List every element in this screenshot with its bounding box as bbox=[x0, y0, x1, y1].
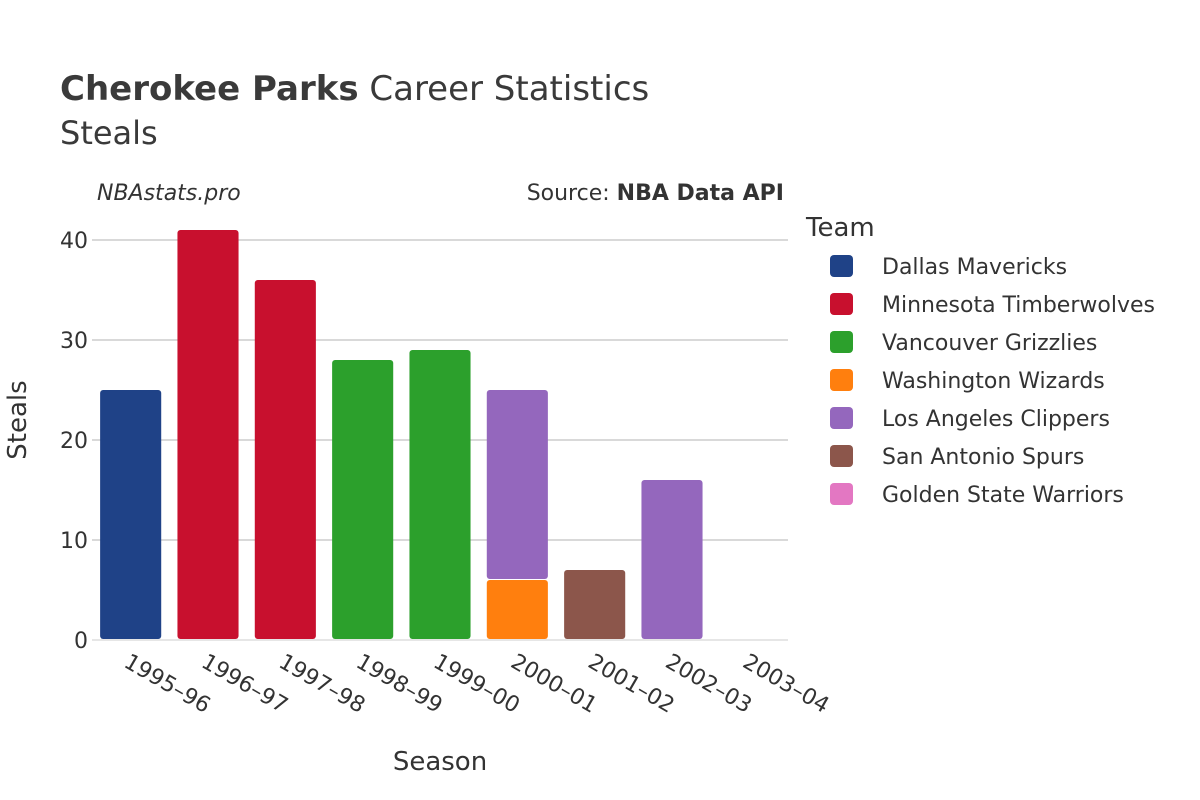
y-axis-ticks: 0 10 20 30 40 bbox=[60, 229, 88, 654]
y-tick-label: 40 bbox=[60, 229, 88, 254]
x-tick-label: 2002–03 bbox=[661, 650, 756, 719]
x-tick-label: 1997–98 bbox=[274, 650, 369, 719]
watermark-text: NBAstats.pro bbox=[97, 181, 241, 206]
x-tick-label: 2000–01 bbox=[506, 650, 601, 719]
x-tick-label: 1999–00 bbox=[429, 650, 524, 719]
legend-label[interactable]: Minnesota Timberwolves bbox=[882, 293, 1155, 318]
bar-los-angeles-clippers[interactable] bbox=[641, 480, 703, 639]
x-tick-label: 1998–99 bbox=[352, 650, 447, 719]
bar-minnesota-timberwolves[interactable] bbox=[177, 230, 239, 639]
x-tick-label: 2003–04 bbox=[738, 650, 833, 719]
legend-swatch[interactable] bbox=[830, 407, 853, 429]
legend-label[interactable]: Los Angeles Clippers bbox=[882, 407, 1110, 432]
legend-swatch[interactable] bbox=[830, 369, 853, 391]
bar-los-angeles-clippers[interactable] bbox=[486, 390, 548, 579]
bar-vancouver-grizzlies[interactable] bbox=[332, 360, 394, 639]
chart-title: Cherokee Parks Career Statistics bbox=[60, 69, 649, 109]
title-rest: Career Statistics bbox=[359, 69, 650, 109]
bar-vancouver-grizzlies[interactable] bbox=[409, 350, 471, 639]
bars bbox=[100, 230, 703, 639]
x-axis-ticks: 1995–961996–971997–981998–991999–002000–… bbox=[120, 650, 833, 719]
x-tick-label: 2001–02 bbox=[584, 650, 679, 719]
chart-subtitle: Steals bbox=[60, 114, 158, 152]
y-tick-label: 10 bbox=[60, 529, 88, 554]
legend-swatch[interactable] bbox=[830, 445, 853, 467]
y-axis-label: Steals bbox=[3, 380, 33, 459]
x-axis-label: Season bbox=[393, 747, 487, 777]
source-text: Source: NBA Data API bbox=[527, 181, 784, 206]
bar-washington-wizards[interactable] bbox=[486, 580, 548, 639]
bar-minnesota-timberwolves[interactable] bbox=[254, 280, 316, 639]
bar-dallas-mavericks[interactable] bbox=[100, 390, 162, 639]
legend-swatch[interactable] bbox=[830, 331, 853, 353]
legend-swatch[interactable] bbox=[830, 255, 853, 277]
legend-label[interactable]: Washington Wizards bbox=[882, 369, 1105, 394]
y-tick-label: 0 bbox=[74, 629, 88, 654]
title-player: Cherokee Parks bbox=[60, 69, 359, 109]
legend-swatch[interactable] bbox=[830, 483, 853, 505]
legend-label[interactable]: Golden State Warriors bbox=[882, 483, 1124, 508]
y-tick-label: 20 bbox=[60, 429, 88, 454]
source-prefix: Source: bbox=[527, 181, 617, 206]
x-tick-label: 1996–97 bbox=[197, 650, 292, 719]
y-tick-label: 30 bbox=[60, 329, 88, 354]
legend[interactable]: Dallas Mavericks Minnesota Timberwolves Va… bbox=[830, 255, 1155, 508]
x-tick-label: 1995–96 bbox=[120, 650, 215, 719]
legend-title: Team bbox=[805, 213, 875, 243]
legend-swatch[interactable] bbox=[830, 293, 853, 315]
legend-label[interactable]: Vancouver Grizzlies bbox=[882, 331, 1097, 356]
legend-label[interactable]: Dallas Mavericks bbox=[882, 255, 1067, 280]
bar-san-antonio-spurs[interactable] bbox=[564, 570, 626, 639]
legend-label[interactable]: San Antonio Spurs bbox=[882, 445, 1084, 470]
source-name: NBA Data API bbox=[617, 181, 784, 206]
